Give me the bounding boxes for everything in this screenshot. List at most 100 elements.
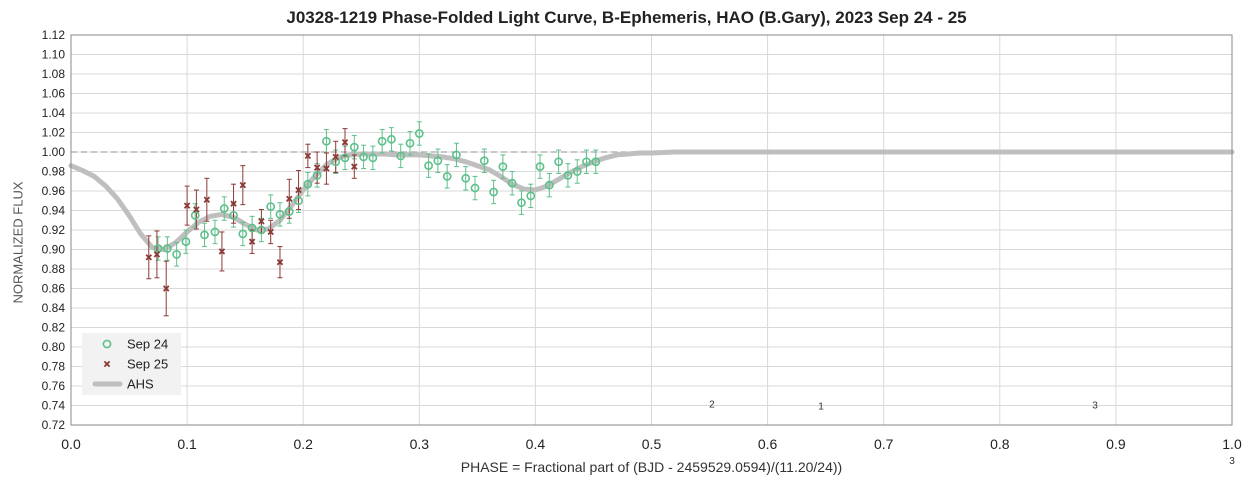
legend-swatch-sep25 [103, 360, 111, 368]
grid-lines [70, 34, 1233, 426]
sep25-point [323, 165, 330, 172]
sep24-point [433, 156, 443, 166]
sep24-point [303, 179, 313, 189]
x-tick-labels: 0.0 0.1 0.2 0.3 0.4 0.5 0.6 0.7 0.8 0.9 1.0 [61, 436, 1242, 452]
x-tick-label: 0.5 [642, 436, 662, 452]
sep24-point [284, 207, 294, 216]
legend-label: AHS [127, 377, 154, 392]
sep25-point [203, 196, 211, 204]
sep24-point [479, 156, 489, 166]
y-tick-label: 1.04 [42, 106, 66, 120]
sep25-point-stroke [145, 254, 153, 261]
legend-item: Sep 24 [102, 337, 168, 352]
chart-title: J0328-1219 Phase-Folded Light Curve, B-E… [286, 8, 967, 27]
sep24-point [275, 209, 285, 219]
sep25-point-stroke [248, 238, 256, 245]
sep24-point [517, 198, 526, 208]
sep25-point [145, 254, 153, 261]
sep24-point [414, 129, 424, 138]
annotation-label: 2 [709, 399, 715, 410]
sep24-point [544, 180, 554, 190]
sep25-point [258, 217, 265, 225]
y-tick-label: 0.72 [42, 418, 66, 432]
sep24-point [181, 237, 191, 247]
legend: Sep 24 Sep 25 AHS [82, 333, 181, 395]
data-markers [145, 129, 601, 292]
sep24-point [331, 157, 341, 167]
sep25-point-stroke [203, 196, 211, 204]
sep24-point [340, 153, 350, 163]
sep25-point [162, 285, 170, 292]
sep24-point [210, 227, 220, 237]
sep25-point-stroke [162, 285, 170, 292]
annotations: 2 1 3 3 [709, 399, 1235, 467]
x-tick-label: 0.0 [61, 436, 81, 452]
sep25-point-stroke [193, 206, 200, 213]
legend-label: Sep 25 [127, 357, 168, 372]
annotation-label: 3 [1229, 456, 1235, 467]
sep24-point [396, 151, 406, 161]
sep24-point [591, 157, 601, 167]
x-tick-label: 1.0 [1222, 436, 1242, 452]
x-tick-label: 0.9 [1106, 436, 1126, 452]
sep24-point [219, 204, 229, 213]
sep25-point-stroke [239, 181, 247, 189]
sep25-point-stroke [286, 195, 293, 203]
sep25-point [218, 248, 226, 255]
x-tick-label: 0.1 [177, 436, 197, 452]
y-tick-label: 0.76 [42, 379, 66, 393]
ahs-curve-layer [68, 149, 1235, 252]
sep24-point [257, 225, 266, 235]
y-tick-label: 1.06 [42, 87, 66, 101]
legend-label: Sep 24 [127, 337, 168, 352]
x-axis-label: PHASE = Fractional part of (BJD - 245952… [460, 459, 843, 475]
y-tick-label: 1.08 [42, 67, 66, 81]
legend-item: AHS [92, 377, 154, 392]
sep25-point-stroke [258, 217, 265, 225]
sep25-point-stroke [323, 165, 330, 172]
sep25-point [286, 195, 293, 203]
y-tick-label: 0.88 [42, 262, 66, 276]
sep25-point-stroke [341, 139, 349, 146]
sep25-point [153, 251, 161, 258]
sep25-point [248, 238, 256, 245]
sep25-point-stroke [295, 186, 302, 194]
sep24-point [507, 178, 517, 188]
ahs-model-curve [68, 149, 1235, 252]
sep24-point [294, 196, 303, 206]
sep24-point [322, 136, 331, 146]
sep25-point-stroke [304, 152, 312, 160]
legend-swatch-sep24 [102, 339, 112, 349]
sep24-point [442, 171, 452, 181]
sep24-point [359, 152, 368, 162]
sep24-point [470, 183, 480, 193]
error-bars [146, 121, 599, 317]
y-tick-label: 0.96 [42, 184, 66, 198]
y-tick-labels: 0.72 0.74 0.76 0.78 0.80 0.82 0.84 0.86 0.88 0.90… [42, 28, 66, 432]
sep24-point [266, 202, 276, 211]
x-tick-label: 0.4 [526, 436, 546, 452]
sep25-point [193, 206, 200, 213]
sep25-point-stroke [267, 228, 274, 236]
sep25-point [341, 139, 349, 146]
sep24-point [229, 210, 238, 220]
y-axis-label: NORMALIZED FLUX [10, 181, 26, 304]
sep24-point [368, 153, 378, 163]
y-tick-label: 0.98 [42, 165, 66, 179]
sep24-point [377, 136, 387, 146]
sep24-point [563, 170, 573, 180]
y-tick-label: 0.78 [42, 360, 66, 374]
x-tick-label: 0.2 [293, 436, 313, 452]
sep25-point [304, 152, 312, 160]
x-tick-label: 0.6 [758, 436, 778, 452]
annotation-label: 3 [1092, 400, 1098, 411]
sep24-point [498, 162, 508, 172]
sep25-point-stroke [351, 163, 358, 170]
sep24-point [162, 244, 172, 253]
sep24-point [247, 223, 257, 233]
plot-frame [70, 34, 1233, 426]
sep25-point-stroke [218, 248, 226, 255]
sep24-point [238, 229, 248, 239]
annotation-label: 1 [818, 401, 824, 412]
